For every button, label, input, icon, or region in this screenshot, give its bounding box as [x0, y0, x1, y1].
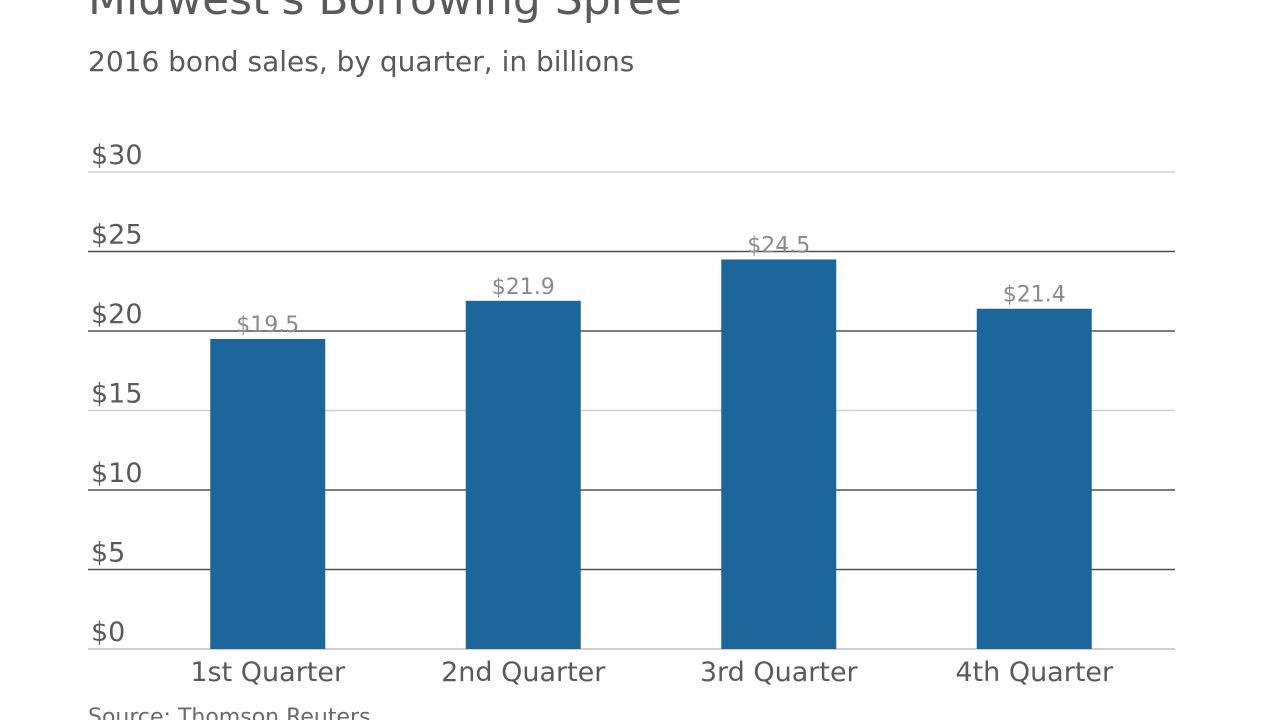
category-label: 3rd Quarter	[700, 657, 859, 688]
category-label: 4th Quarter	[955, 657, 1114, 688]
category-label: 1st Quarter	[190, 657, 346, 688]
data-label: $24.5	[747, 233, 810, 258]
chart-subtitle: 2016 bond sales, by quarter, in billions	[88, 45, 635, 78]
data-label: $19.5	[236, 313, 299, 338]
y-tick-label: $5	[91, 538, 125, 569]
bar-4	[976, 308, 1092, 649]
y-tick-label: $10	[91, 458, 143, 489]
y-tick-label: $30	[91, 140, 143, 171]
bar-3	[721, 259, 837, 649]
bars	[210, 259, 1092, 649]
data-label: $21.9	[492, 275, 555, 300]
y-tick-label: $20	[91, 299, 143, 330]
y-axis-tick-labels: $0 $5 $10 $15 $20 $25 $30	[91, 140, 143, 648]
category-label: 2nd Quarter	[441, 657, 606, 688]
bar-1	[210, 338, 326, 649]
bar-2	[465, 300, 581, 649]
data-labels: $19.5 $21.9 $24.5 $21.4	[236, 233, 1065, 338]
y-tick-label: $15	[91, 379, 143, 410]
y-tick-label: $25	[91, 220, 143, 251]
chart-title: Midwest's Borrowing Spree	[88, 0, 682, 22]
source-note: Source: Thomson Reuters	[88, 705, 371, 720]
data-label: $21.4	[1003, 283, 1066, 308]
y-tick-label: $0	[91, 617, 125, 648]
x-axis-category-labels: 1st Quarter 2nd Quarter 3rd Quarter 4th Qua…	[190, 657, 1114, 688]
